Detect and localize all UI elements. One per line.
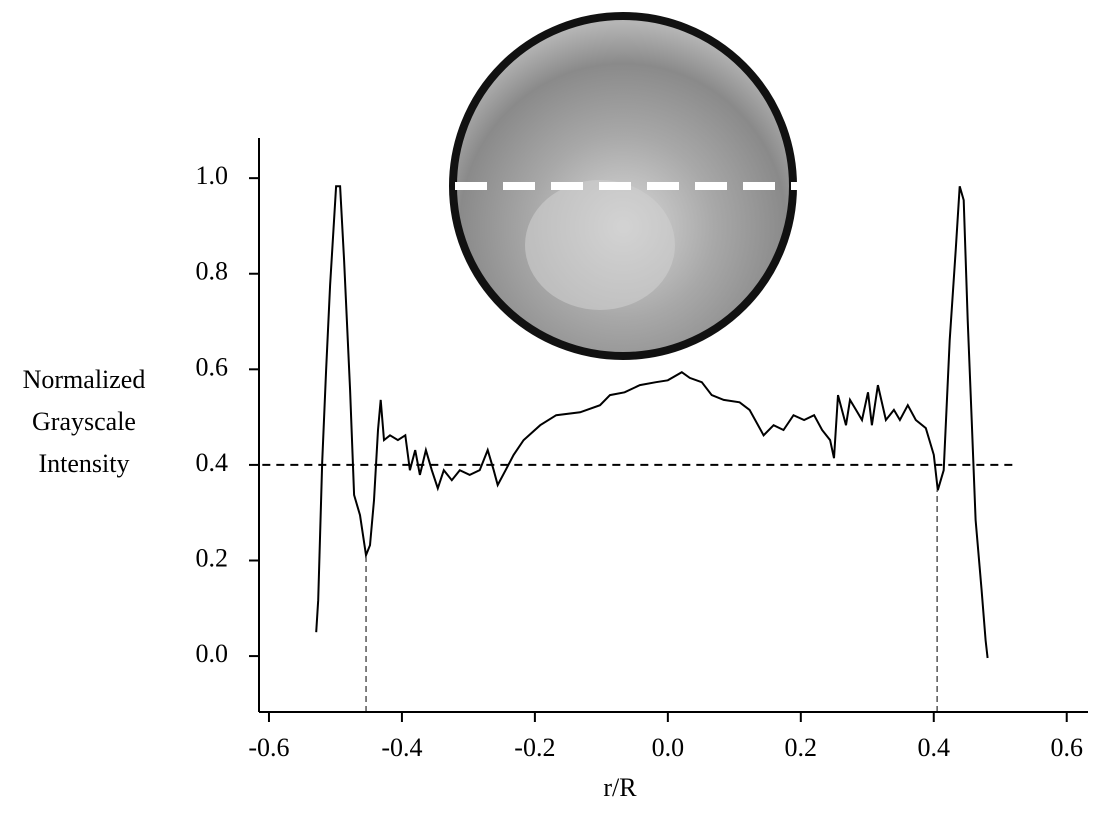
x-tick-label: -0.4 xyxy=(381,733,422,762)
profile-line xyxy=(315,185,989,659)
y-axis-label: Normalized xyxy=(23,365,146,394)
x-tick-label: -0.6 xyxy=(248,733,289,762)
x-tick-label: -0.2 xyxy=(514,733,555,762)
y-tick-label: 0.0 xyxy=(196,639,229,668)
sphere-image xyxy=(449,12,797,360)
x-tick-label: 0.6 xyxy=(1050,733,1083,762)
x-axis-label: r/R xyxy=(603,773,637,802)
x-tick-label: 0.0 xyxy=(652,733,685,762)
y-tick-label: 1.0 xyxy=(196,161,229,190)
x-tick-label: 0.4 xyxy=(918,733,951,762)
y-tick-label: 0.8 xyxy=(196,257,229,286)
y-tick-label: 0.2 xyxy=(196,543,229,572)
y-axis-label: Intensity xyxy=(39,449,130,478)
x-tick-label: 0.2 xyxy=(785,733,818,762)
y-tick-label: 0.6 xyxy=(196,352,229,381)
y-tick-label: 0.4 xyxy=(196,448,229,477)
y-axis-label: Grayscale xyxy=(32,407,136,436)
